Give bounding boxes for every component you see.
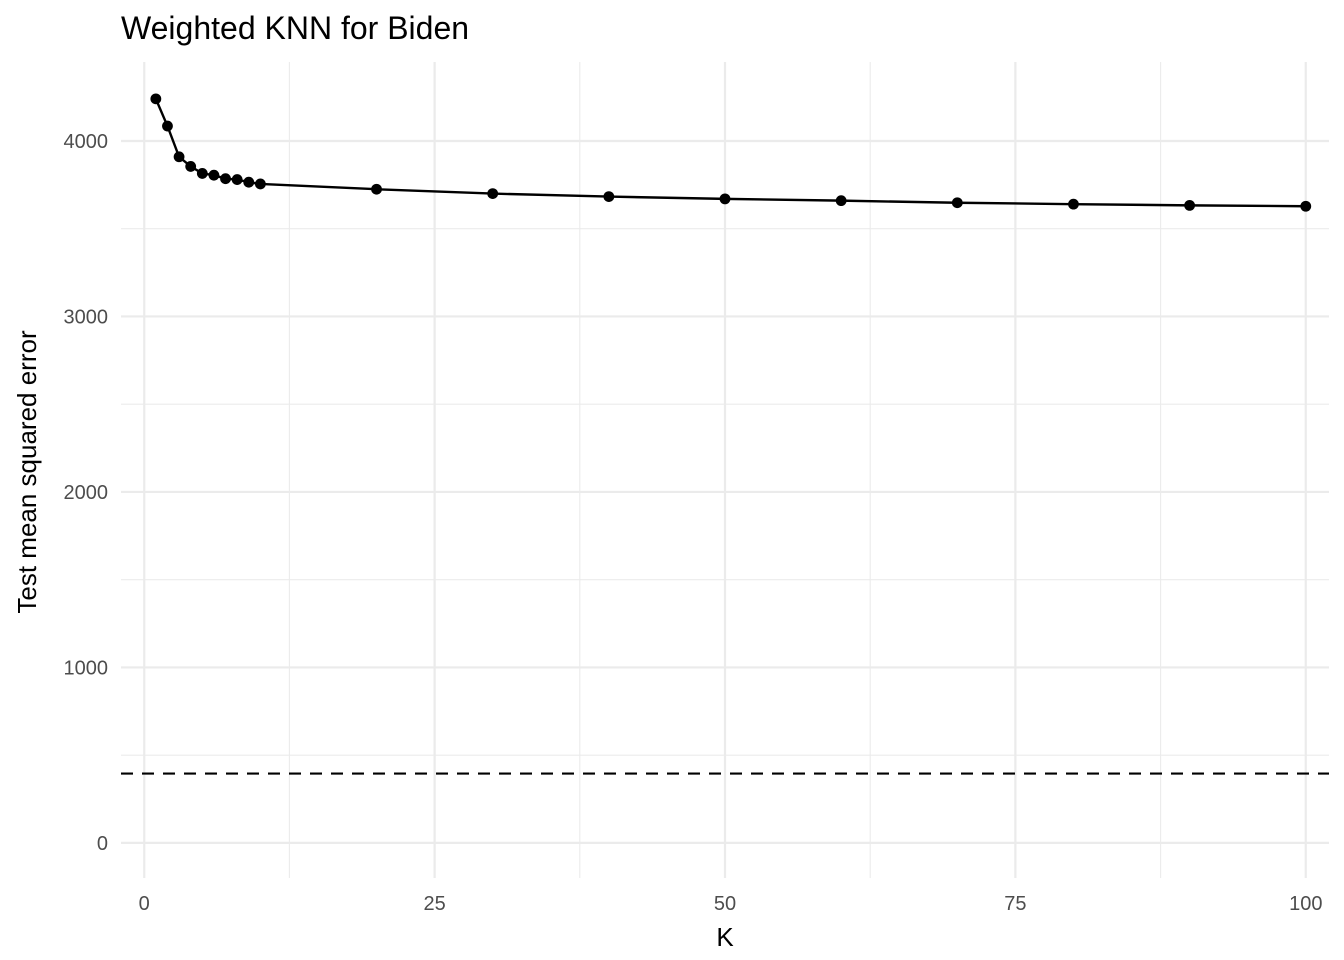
data-point [162,120,173,132]
data-point [719,193,731,205]
x-tick-label: 100 [1289,893,1322,915]
data-point [220,173,231,185]
data-point [196,168,208,179]
data-point [1184,199,1196,211]
data-point [231,174,243,185]
data-point [1300,200,1312,212]
y-axis-title: Test mean squared error [12,330,42,614]
data-point [185,161,197,172]
data-point [173,151,185,163]
y-tick-label: 0 [97,833,108,855]
y-tick-label: 3000 [64,306,109,328]
data-point [371,183,382,195]
chart-title: Weighted KNN for Biden [121,10,469,46]
data-point [243,176,255,188]
data-point [487,188,499,200]
x-tick-label: 25 [423,893,445,915]
data-point [1068,198,1079,210]
data-point [951,197,963,209]
series-group [150,93,1312,212]
x-axis-title: K [716,922,734,952]
series-line [154,98,1306,208]
x-tick-label: 0 [139,893,150,915]
data-point [150,93,162,105]
y-tick-label: 2000 [64,482,109,504]
x-axis-ticks: 0 25 50 75 100 [139,893,1323,915]
data-point [208,169,220,181]
y-tick-label: 4000 [64,131,109,153]
x-tick-label: 75 [1004,893,1026,915]
y-axis-ticks: 0 1000 2000 3000 4000 [64,131,109,855]
y-tick-label: 1000 [64,657,109,679]
data-point [254,178,266,190]
data-point [835,195,847,207]
x-tick-label: 50 [714,893,736,915]
data-point [603,191,615,202]
grid [121,62,1329,878]
